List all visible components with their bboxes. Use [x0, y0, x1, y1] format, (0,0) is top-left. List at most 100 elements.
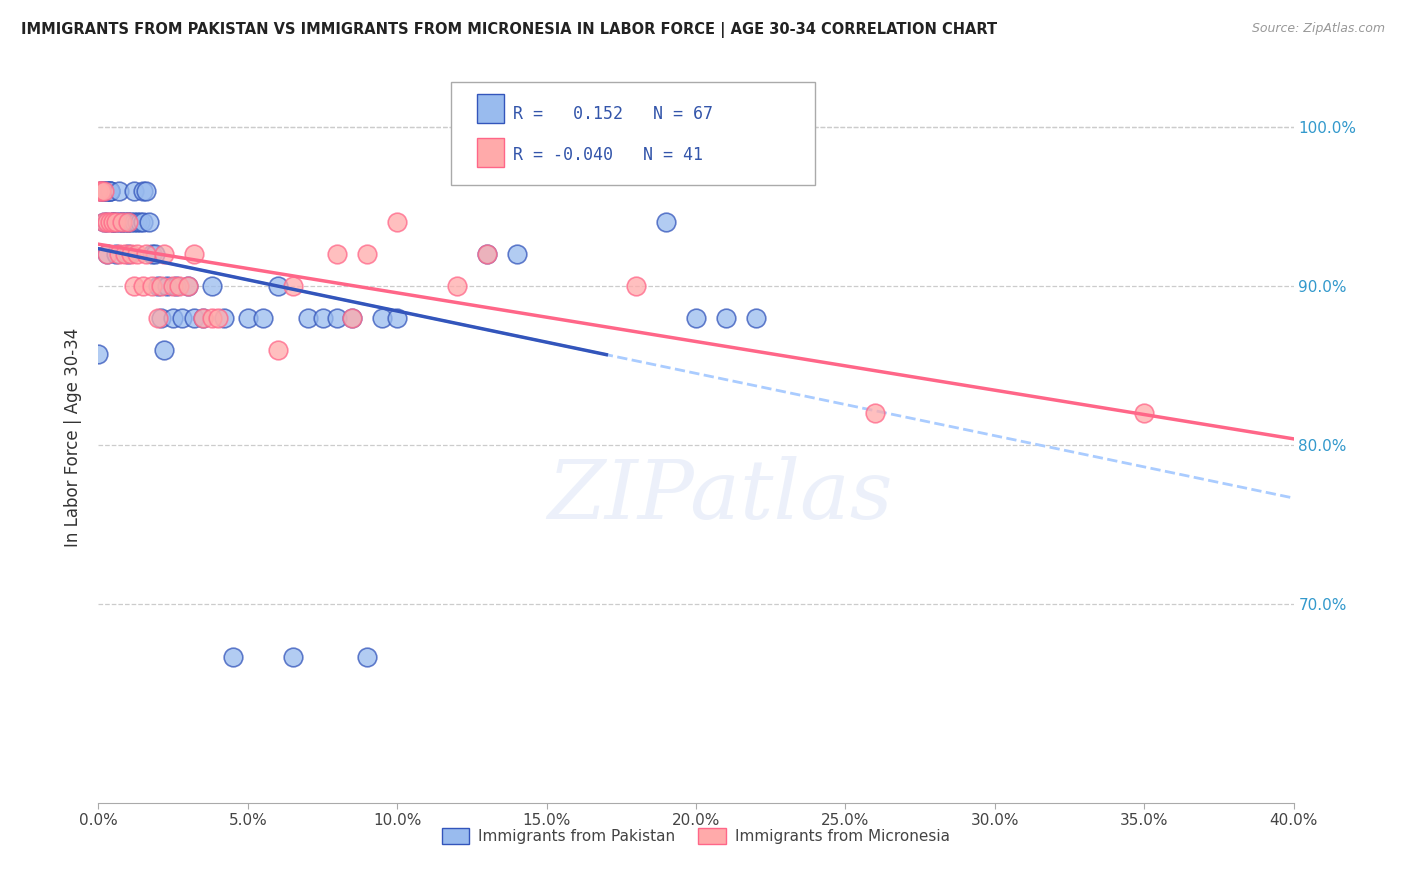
Point — [685, 310, 707, 325]
Text: Source: ZipAtlas.com: Source: ZipAtlas.com — [1251, 22, 1385, 36]
Point — [267, 343, 290, 357]
Point — [177, 279, 200, 293]
Point — [103, 215, 125, 229]
Point — [141, 279, 163, 293]
Point — [93, 184, 115, 198]
Point — [103, 215, 125, 229]
Point — [156, 279, 179, 293]
Point — [105, 247, 128, 261]
Point — [98, 215, 122, 229]
Point — [117, 215, 139, 229]
Point — [135, 247, 157, 261]
Text: ZIPatlas: ZIPatlas — [547, 456, 893, 535]
Point — [150, 310, 173, 325]
Point — [138, 215, 160, 229]
Point — [165, 279, 187, 293]
Point — [90, 184, 112, 198]
Text: R =   0.152   N = 67: R = 0.152 N = 67 — [513, 105, 713, 123]
Point — [103, 215, 125, 229]
Point — [342, 310, 364, 325]
Point — [117, 215, 139, 229]
Point — [124, 184, 146, 198]
Point — [93, 215, 115, 229]
Point — [311, 310, 333, 325]
Point — [114, 215, 136, 229]
Point — [1133, 406, 1156, 420]
Point — [87, 347, 110, 361]
FancyBboxPatch shape — [451, 82, 815, 185]
Point — [446, 279, 468, 293]
Point — [132, 184, 155, 198]
Point — [108, 184, 131, 198]
Point — [96, 215, 118, 229]
Point — [236, 310, 259, 325]
Point — [148, 310, 170, 325]
Point — [127, 247, 149, 261]
Point — [98, 184, 122, 198]
Point — [207, 310, 229, 325]
Point — [111, 215, 134, 229]
Point — [120, 215, 142, 229]
Point — [96, 247, 118, 261]
Point — [96, 184, 118, 198]
Point — [98, 184, 122, 198]
Point — [127, 215, 149, 229]
Point — [326, 247, 349, 261]
Point — [162, 310, 184, 325]
Point — [96, 184, 118, 198]
Point — [111, 215, 134, 229]
Point — [124, 215, 146, 229]
Point — [475, 247, 498, 261]
Point — [153, 343, 176, 357]
Point — [98, 184, 122, 198]
Point — [114, 247, 136, 261]
Point — [90, 184, 112, 198]
Point — [172, 310, 194, 325]
Bar — [477, 94, 503, 123]
Point — [150, 279, 173, 293]
Point — [96, 247, 118, 261]
Point — [222, 649, 245, 664]
Point — [90, 184, 112, 198]
Legend: Immigrants from Pakistan, Immigrants from Micronesia: Immigrants from Pakistan, Immigrants fro… — [436, 822, 956, 850]
Point — [475, 247, 498, 261]
Point — [105, 215, 128, 229]
Point — [108, 247, 131, 261]
Point — [135, 184, 157, 198]
Point — [655, 215, 678, 229]
Point — [626, 279, 648, 293]
Point — [201, 279, 224, 293]
Point — [177, 279, 200, 293]
Point — [356, 247, 378, 261]
Point — [191, 310, 214, 325]
Point — [153, 247, 176, 261]
Point — [148, 279, 170, 293]
Y-axis label: In Labor Force | Age 30-34: In Labor Force | Age 30-34 — [65, 327, 83, 547]
Point — [385, 215, 409, 229]
Point — [111, 215, 134, 229]
Point — [506, 247, 529, 261]
Point — [281, 649, 304, 664]
Point — [183, 310, 205, 325]
Point — [167, 279, 190, 293]
Point — [385, 310, 409, 325]
Point — [371, 310, 394, 325]
Point — [105, 215, 128, 229]
Point — [93, 184, 115, 198]
Point — [281, 279, 304, 293]
Point — [87, 184, 110, 198]
Point — [297, 310, 319, 325]
Point — [252, 310, 274, 325]
Bar — [477, 137, 503, 167]
Point — [162, 279, 184, 293]
Point — [96, 215, 118, 229]
Point — [356, 649, 378, 664]
Point — [191, 310, 214, 325]
Text: R = -0.040   N = 41: R = -0.040 N = 41 — [513, 146, 703, 164]
Point — [132, 215, 155, 229]
Point — [124, 279, 146, 293]
Point — [108, 215, 131, 229]
Point — [342, 310, 364, 325]
Point — [129, 215, 152, 229]
Point — [183, 247, 205, 261]
